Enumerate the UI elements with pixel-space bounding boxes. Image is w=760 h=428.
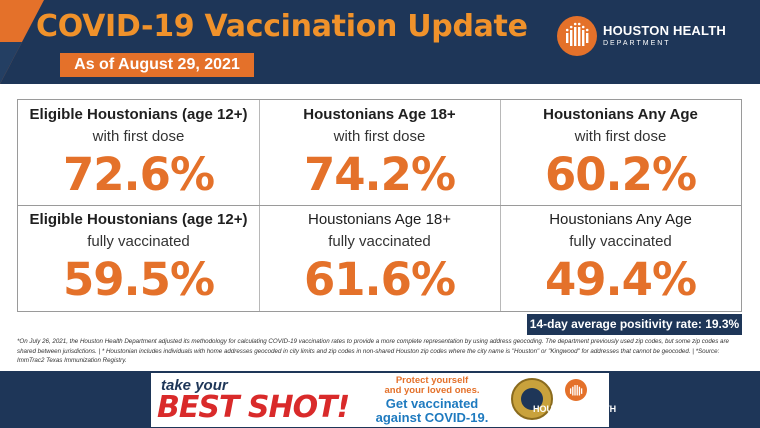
stats-grid: Eligible Houstonians (age 12+) with firs… — [17, 99, 742, 312]
date-badge: As of August 29, 2021 — [60, 53, 254, 77]
stat-heading: Eligible Houstonians (age 12+) — [29, 106, 248, 123]
stat-value: 74.2% — [303, 148, 456, 201]
houston-health-logo-icon — [557, 16, 597, 56]
stat-value: 61.6% — [303, 253, 456, 306]
banner-logo-name: HOUSTON HEALTH — [533, 404, 617, 414]
stat-value: 72.6% — [62, 148, 215, 201]
best-shot-ad: take your BEST SHOT! Protect yourself an… — [151, 373, 609, 427]
stat-subheading: fully vaccinated — [87, 233, 190, 250]
stat-card-adult-first-dose: Houstonians Age 18+ with first dose 74.2… — [259, 106, 500, 201]
dark-corner-decoration — [0, 42, 22, 84]
stat-heading: Houstonians Age 18+ — [307, 211, 452, 228]
stat-subheading: with first dose — [92, 128, 185, 145]
stat-value: 59.5% — [62, 253, 215, 306]
stat-subheading: fully vaccinated — [569, 233, 672, 250]
stat-subheading: fully vaccinated — [328, 233, 431, 250]
methodology-footnote: *On July 26, 2021, the Houston Health De… — [17, 338, 729, 364]
stat-heading: Eligible Houstonians (age 12+) — [29, 211, 248, 228]
stat-card-eligible-fully-vaccinated: Eligible Houstonians (age 12+) fully vac… — [18, 211, 259, 306]
houston-health-logo: HOUSTON HEALTH DEPARTMENT — [557, 16, 747, 56]
ad-protect-line1: Protect yourself — [395, 375, 469, 386]
banner-logo-subtitle: DEPARTMENT — [557, 415, 601, 421]
stat-heading: Houstonians Any Age — [543, 106, 698, 123]
ad-protect-line2: and your loved ones. — [384, 385, 480, 396]
stat-heading: Houstonians Any Age — [549, 211, 692, 228]
stat-card-any-age-first-dose: Houstonians Any Age with first dose 60.2… — [500, 106, 741, 201]
stat-subheading: with first dose — [333, 128, 426, 145]
houston-health-logo-icon — [565, 379, 587, 401]
page-title: COVID-19 Vaccination Update — [36, 9, 528, 44]
stat-card-any-age-fully-vaccinated: Houstonians Any Age fully vaccinated 49.… — [500, 211, 741, 306]
stat-heading: Houstonians Age 18+ — [303, 106, 456, 123]
ad-best-shot: BEST SHOT! — [157, 390, 350, 425]
header-banner: COVID-19 Vaccination Update As of August… — [0, 0, 760, 84]
ad-take-your: take your — [161, 377, 228, 394]
stat-subheading: with first dose — [574, 128, 667, 145]
logo-subtitle: DEPARTMENT — [603, 40, 671, 47]
positivity-rate-badge: 14-day average positivity rate: 19.3% — [527, 314, 742, 335]
city-seal-center — [521, 388, 543, 410]
ad-protect-text: Protect yourself and your loved ones. — [369, 376, 495, 396]
stat-card-adult-fully-vaccinated: Houstonians Age 18+ fully vaccinated 61.… — [259, 211, 500, 306]
stat-value: 49.4% — [544, 253, 697, 306]
stat-value: 60.2% — [544, 148, 697, 201]
grid-divider — [18, 205, 741, 206]
ad-message: Protect yourself and your loved ones. Ge… — [369, 373, 495, 427]
city-seal-icon — [511, 378, 553, 420]
ad-get-vaccinated-text: Get vaccinated against COVID-19. — [369, 397, 495, 425]
stat-card-eligible-first-dose: Eligible Houstonians (age 12+) with firs… — [18, 106, 259, 201]
ad-getvax-line1: Get vaccinated — [385, 396, 479, 411]
ad-getvax-line2: against COVID-19. — [375, 410, 489, 425]
logo-name: HOUSTON HEALTH — [603, 23, 726, 38]
